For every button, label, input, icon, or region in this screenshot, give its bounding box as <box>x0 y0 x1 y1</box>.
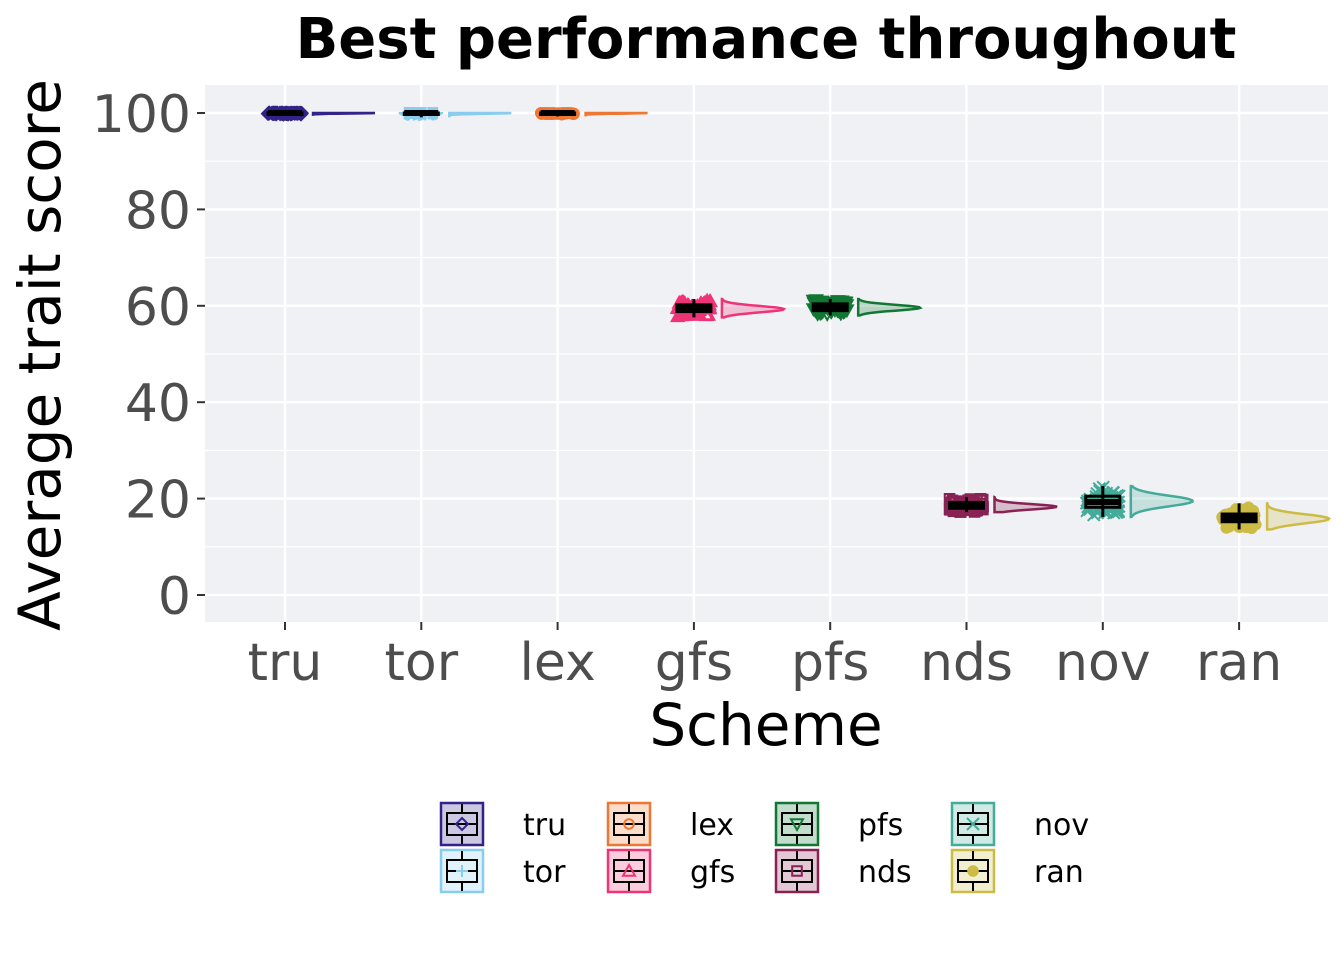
legend-shape-lex <box>623 818 635 830</box>
chart-title: Best performance throughout <box>296 7 1237 72</box>
series-lex <box>534 107 648 121</box>
x-tick-label: pfs <box>791 633 869 693</box>
legend-label-gfs: gfs <box>690 855 735 890</box>
y-tick-label: 20 <box>125 471 191 531</box>
legend: tru tor lex gfs pfs nds nov ran <box>439 801 1089 894</box>
x-tick-label: tor <box>385 633 459 693</box>
legend-shape-nds <box>791 865 803 877</box>
legend-label-pfs: pfs <box>858 808 903 843</box>
data-point-pfs <box>805 294 822 309</box>
x-tick-label: tru <box>248 633 323 693</box>
x-tick-label: nov <box>1055 633 1151 693</box>
legend-shape-tor <box>456 865 468 877</box>
legend-label-nds: nds <box>858 855 912 890</box>
series-gfs <box>669 292 787 323</box>
violin-nov <box>1129 484 1195 519</box>
legend-label-nov: nov <box>1034 808 1089 843</box>
x-tick-label: gfs <box>655 633 733 693</box>
series-tru <box>260 105 376 122</box>
legend-shape-pfs <box>789 818 805 833</box>
y-axis-title: Average trait score <box>6 79 74 631</box>
legend-item-ran: ran <box>950 848 1084 894</box>
series-ran <box>1216 501 1331 535</box>
legend-shape-nov <box>966 817 980 831</box>
y-tick-label: 100 <box>92 85 191 145</box>
series-tor <box>398 107 512 121</box>
data-point-ran <box>1220 522 1233 534</box>
violin-pfs <box>856 297 923 317</box>
legend-item-nds: nds <box>774 848 912 894</box>
chart-marks <box>260 105 1331 535</box>
legend-label-ran: ran <box>1034 855 1084 890</box>
legend-item-pfs: pfs <box>774 801 903 847</box>
legend-label-tru: tru <box>523 808 566 843</box>
legend-label-lex: lex <box>690 808 734 843</box>
x-tick-label: lex <box>519 633 595 693</box>
y-tick-label: 0 <box>158 567 191 627</box>
x-tick-label: ran <box>1196 633 1282 693</box>
series-nov <box>1079 480 1195 522</box>
violin-gfs <box>720 297 787 319</box>
x-axis: tru tor lex gfs pfs nds nov ran <box>248 622 1282 693</box>
legend-item-gfs: gfs <box>606 848 735 894</box>
legend-label-tor: tor <box>523 855 566 890</box>
legend-shape-tru <box>454 816 470 832</box>
violin-tru <box>311 111 376 116</box>
series-pfs <box>805 294 923 323</box>
series-nds <box>943 492 1058 518</box>
violin-nds <box>993 495 1058 514</box>
y-tick-label: 60 <box>125 278 191 338</box>
violin-tor <box>448 111 512 118</box>
legend-shape-ran <box>967 865 979 877</box>
violin-lex <box>584 111 648 117</box>
y-tick-label: 40 <box>125 374 191 434</box>
legend-item-tru: tru <box>439 801 566 847</box>
legend-shape-gfs <box>621 862 637 877</box>
y-tick-label: 80 <box>125 181 191 241</box>
x-axis-title: Scheme <box>649 691 882 759</box>
violin-ran <box>1265 502 1331 531</box>
y-axis: 0 20 40 60 80 100 <box>92 85 205 627</box>
legend-item-nov: nov <box>950 801 1089 847</box>
legend-item-lex: lex <box>606 801 734 847</box>
legend-item-tor: tor <box>439 848 566 894</box>
x-tick-label: nds <box>920 633 1013 693</box>
